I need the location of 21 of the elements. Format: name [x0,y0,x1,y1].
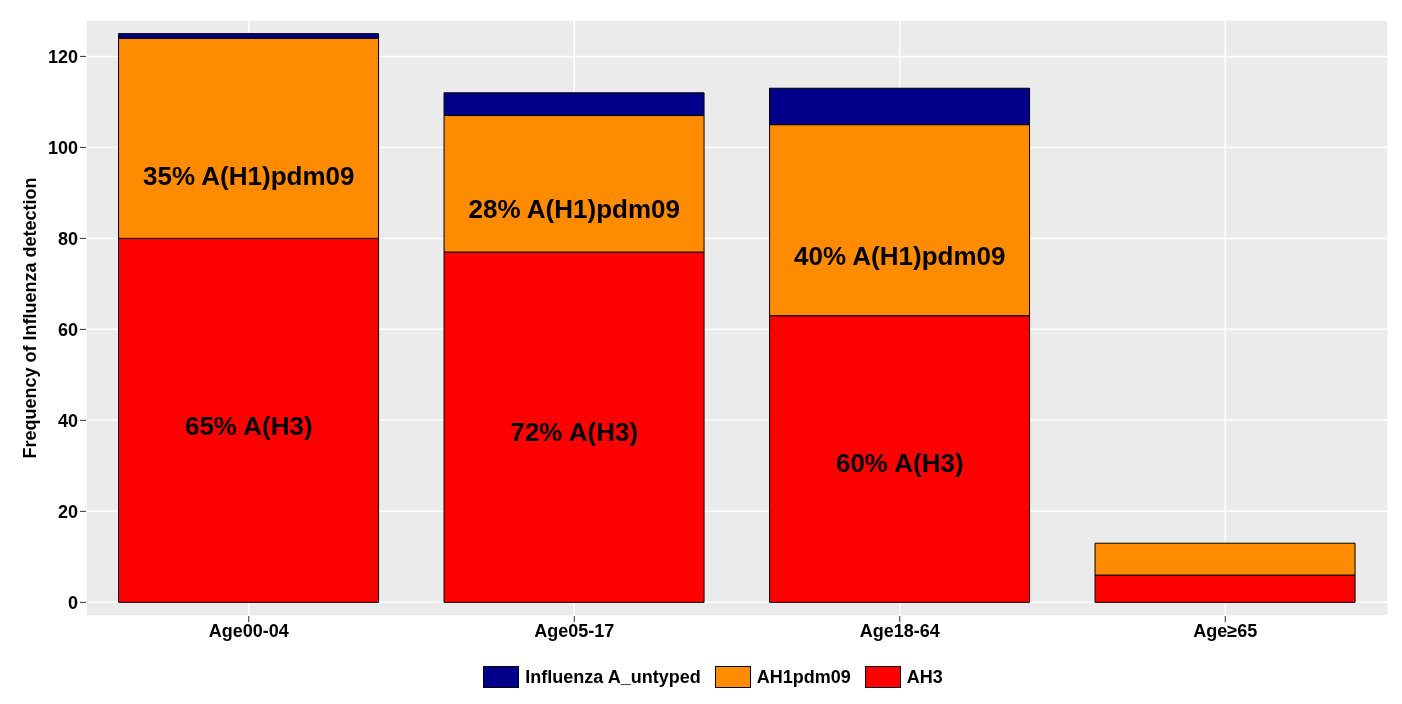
y-tick-label: 80 [57,228,78,249]
x-tick-label: Age05-17 [534,620,615,641]
annotation: 28% A(H1)pdm09 [468,193,680,224]
y-tick-label: 100 [47,137,78,158]
x-tick-label: Age00-04 [208,620,289,641]
y-tick-label: 60 [57,319,78,340]
x-tick-label: Age≥65 [1193,620,1258,641]
annotation: 72% A(H3) [510,417,639,448]
annotation: 35% A(H1)pdm09 [143,161,355,192]
annotation: 60% A(H3) [835,447,964,478]
annotation: 40% A(H1)pdm09 [794,241,1006,272]
y-tick-label: 20 [57,501,78,522]
annotation: 65% A(H3) [184,410,313,441]
legend-label: Influenza A_untyped [525,666,701,688]
y-tick-label: 40 [57,410,78,431]
legend-label: AH3 [906,666,943,688]
y-tick-label: 0 [67,592,78,613]
x-tick-label: Age18-64 [859,620,940,641]
legend-label: AH1pdm09 [756,666,851,688]
y-tick-label: 120 [47,46,78,67]
y-axis-title: Frequency of Influenza detection [20,177,41,459]
